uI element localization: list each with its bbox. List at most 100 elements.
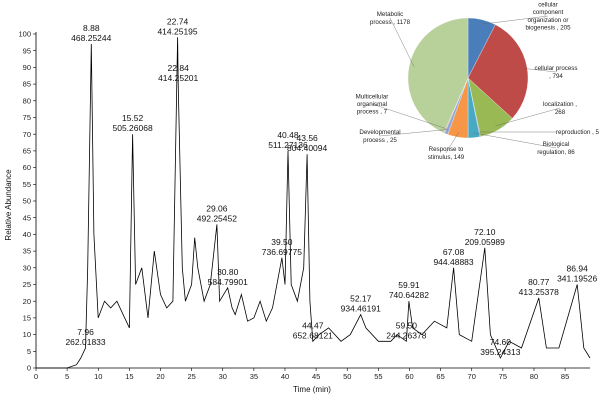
peak-retention-time: 67.08 bbox=[443, 247, 465, 257]
peak-mz: 413.25378 bbox=[519, 287, 559, 297]
x-tick-label: 75 bbox=[499, 372, 507, 381]
pie-leader-line bbox=[379, 129, 448, 137]
pie-label-line: Developmental bbox=[359, 129, 400, 136]
pie-label-line: localization , bbox=[543, 101, 577, 108]
peak-retention-time: 44.47 bbox=[302, 320, 324, 330]
pie-label-line: process , 1178 bbox=[370, 19, 411, 26]
x-tick-label: 30 bbox=[219, 372, 227, 381]
y-tick-label: 75 bbox=[23, 113, 31, 122]
pie-slice-label: cellular component organization or biogenes… bbox=[525, 2, 571, 32]
pie-label-line: organismal bbox=[357, 101, 387, 108]
peak-mz: 468.25244 bbox=[71, 33, 111, 43]
pie-leader-line bbox=[495, 107, 561, 127]
x-tick-label: 55 bbox=[374, 372, 382, 381]
peak-retention-time: 52.17 bbox=[350, 294, 372, 304]
y-tick-label: 20 bbox=[23, 297, 31, 306]
y-tick-label: 30 bbox=[23, 263, 31, 272]
y-tick-label: 10 bbox=[23, 330, 31, 339]
pie-labels: cellular component organization or biogenes… bbox=[356, 2, 600, 161]
pie-slice-label: Response to stimulus, 149 bbox=[428, 146, 465, 161]
chromatogram-plot: 0510152025303540455055606570758085909510… bbox=[4, 16, 598, 394]
peak-mz: 740.64282 bbox=[389, 290, 429, 300]
peak-mz: 209.05989 bbox=[465, 237, 505, 247]
pie-slice-label: cellular process, 794 bbox=[535, 65, 578, 80]
chromatogram-line bbox=[36, 37, 591, 369]
x-tick-label: 60 bbox=[405, 372, 413, 381]
x-tick-label: 25 bbox=[187, 372, 195, 381]
x-tick-label: 65 bbox=[436, 372, 444, 381]
y-tick-label: 65 bbox=[23, 147, 31, 156]
pie-slices bbox=[407, 17, 529, 139]
chromatogram-trace bbox=[36, 37, 591, 369]
peak-retention-time: 43.56 bbox=[297, 133, 319, 143]
chromatogram-axes: 0510152025303540455055606570758085909510… bbox=[18, 30, 590, 381]
peak-retention-time: 8.88 bbox=[83, 23, 100, 33]
peak-retention-time: 72.10 bbox=[474, 227, 496, 237]
peak-retention-time: 29.06 bbox=[206, 203, 228, 213]
pie-label-line: stimulus, 149 bbox=[428, 154, 465, 161]
pie-label-line: Response to bbox=[429, 146, 464, 153]
y-tick-label: 55 bbox=[23, 180, 31, 189]
pie-label-line: process , 7 bbox=[357, 109, 388, 116]
y-tick-label: 100 bbox=[18, 30, 31, 39]
peak-retention-time: 7.96 bbox=[77, 327, 94, 337]
peak-retention-time: 80.77 bbox=[528, 277, 550, 287]
pie-slice-label: reproduction , 5 bbox=[556, 129, 600, 136]
pie-slice-label: Metabolic process , 1178 bbox=[370, 11, 411, 26]
pie-slice-label: localization , 268 bbox=[543, 101, 577, 116]
pie-leader-line bbox=[480, 15, 549, 25]
x-axis-title: Time (min) bbox=[293, 385, 331, 394]
peak-retention-time: 59.50 bbox=[396, 320, 418, 330]
y-axis-title: Relative Abundance bbox=[4, 169, 13, 241]
y-tick-label: 15 bbox=[23, 314, 31, 323]
y-tick-label: 60 bbox=[23, 163, 31, 172]
pie-label-line: Multicellular bbox=[356, 93, 389, 100]
x-tick-label: 85 bbox=[561, 372, 569, 381]
x-tick-label: 15 bbox=[125, 372, 133, 381]
peak-mz: 584.79901 bbox=[208, 277, 248, 287]
peak-retention-time: 59.91 bbox=[398, 280, 420, 290]
pie-label-line: , 794 bbox=[549, 73, 563, 80]
peak-mz: 244.26378 bbox=[386, 330, 426, 340]
peak-retention-time: 30.80 bbox=[217, 267, 239, 277]
pie-leader-line bbox=[445, 132, 459, 154]
pie-label-line: regulation, 86 bbox=[537, 149, 575, 156]
pie-leader-line bbox=[371, 103, 447, 129]
x-tick-label: 10 bbox=[94, 372, 102, 381]
peak-retention-time: 86.94 bbox=[567, 264, 589, 274]
peak-mz: 944.48883 bbox=[433, 257, 473, 267]
pie-label-line: organization or bbox=[528, 17, 569, 24]
go-category-pie-chart: cellular component organization or biogenes… bbox=[356, 2, 600, 161]
pie-label-line: process , 25 bbox=[363, 137, 397, 144]
peak-retention-time: 15.52 bbox=[122, 113, 144, 123]
peak-mz: 492.25452 bbox=[197, 213, 237, 223]
pie-label-line: biogenesis , 205 bbox=[525, 24, 571, 31]
pie-leader-line bbox=[522, 68, 557, 73]
pie-label-line: Biological bbox=[543, 141, 569, 148]
pie-label-line: 268 bbox=[555, 109, 566, 116]
peak-mz: 395.24313 bbox=[480, 347, 520, 357]
pie-label-line: cellular bbox=[538, 2, 558, 9]
y-tick-label: 80 bbox=[23, 96, 31, 105]
peak-mz: 414.25201 bbox=[158, 73, 198, 83]
x-tick-label: 40 bbox=[281, 372, 289, 381]
pie-slice bbox=[467, 24, 529, 119]
y-tick-label: 95 bbox=[23, 46, 31, 55]
pie-label-line: component bbox=[533, 9, 564, 16]
y-tick-label: 90 bbox=[23, 63, 31, 72]
